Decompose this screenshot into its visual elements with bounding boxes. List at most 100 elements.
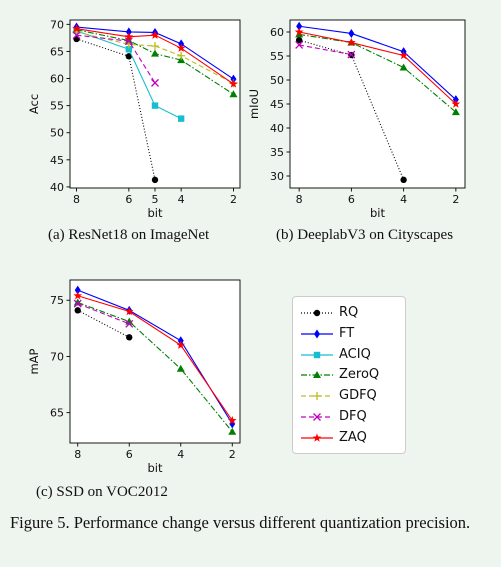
y-tick-label: 75 [50,294,64,307]
marker-zeroq [73,298,82,306]
y-tick-label: 55 [50,100,64,113]
x-tick-label: 4 [177,448,184,461]
marker-zeroq [125,317,134,325]
marker-gdfq [177,51,186,60]
marker-zaq [176,43,186,52]
legend-label: DFQ [339,409,367,424]
x-tick-label: 6 [125,193,132,206]
marker-dfq [124,37,133,46]
series-line-dfq [77,303,130,325]
marker-zaq [399,50,408,60]
marker-zeroq [124,36,133,44]
marker-zaq [312,433,322,442]
marker-aciq [177,115,185,122]
legend-item-rq: RQ [293,303,405,323]
y-tick-label: 55 [270,50,284,63]
marker-zeroq [229,90,238,98]
legend-swatch [301,329,333,339]
x-axis-label: bit [370,206,385,220]
marker-rq [313,309,321,317]
marker-dfq [313,413,321,421]
marker-dfq [73,299,82,308]
marker-zaq [294,27,304,36]
caption-deeplabv3: (b) DeeplabV3 on Cityscapes [276,227,454,243]
series-line-ft [299,25,457,101]
marker-zeroq [228,427,237,435]
series-rq [74,307,133,341]
x-tick-label: 8 [73,193,80,206]
marker-rq [125,53,133,60]
series-line-dfq [299,44,352,56]
marker-ft [296,21,303,31]
legend-swatch [301,413,333,421]
marker-rq [400,176,407,184]
marker-dfq [72,31,81,40]
marker-ft [125,27,132,37]
marker-aciq [151,102,159,109]
marker-zaq [229,79,238,88]
marker-zeroq [313,371,321,379]
y-axis-label: mAP [27,348,41,374]
x-tick-label: 6 [126,448,133,461]
legend-swatch [301,309,333,317]
y-tick-label: 50 [270,74,284,87]
x-tick-label: 2 [230,193,237,206]
caption-resnet18: (a) ResNet18 on ImageNet [48,227,210,243]
marker-dfq [151,78,159,87]
x-tick-label: 8 [74,448,81,461]
legend-item-zaq: ZAQ [293,428,405,448]
x-axis-label: bit [147,461,162,475]
series-line-zaq [299,31,457,105]
y-tick-label: 70 [50,18,64,31]
series-ft [296,21,459,105]
marker-rq [151,176,159,184]
y-tick-label: 30 [270,170,284,183]
series-dfq [295,41,356,59]
chart-deeplabv3: 8 6 4 2 30 35 40 45 50 55 60 bit mIoU [247,19,466,220]
series-zaq [294,27,461,108]
marker-dfq [295,41,304,49]
series-line-aciq [76,30,182,120]
marker-gdfq [313,392,321,401]
marker-ft [314,329,320,339]
plot-area [289,19,466,189]
marker-zeroq [176,364,185,372]
marker-zaq [73,291,83,300]
marker-zeroq [451,108,460,116]
series-zaq [73,291,237,425]
y-tick-label: 35 [270,146,284,159]
y-tick-label: 60 [270,26,284,39]
marker-zaq [124,306,134,316]
y-axis-label: mIoU [247,89,261,119]
series-line-gdfq [76,31,234,84]
legend-label: RQ [339,305,359,320]
series-zeroq [73,298,237,435]
marker-rq [74,307,81,314]
series-line-rq [77,309,130,338]
marker-ft [74,285,81,295]
legend-swatch [301,392,333,401]
plot-area [69,279,241,444]
y-tick-label: 60 [50,73,64,86]
series-line-rq [76,38,156,180]
y-tick-label: 45 [50,154,64,167]
y-tick-label: 70 [50,350,64,363]
x-tick-label: 2 [229,448,236,461]
caption-ssd: (c) SSD on VOC2012 [36,484,168,500]
legend-item-gdfq: GDFQ [293,386,405,406]
x-tick-label: 8 [296,193,303,206]
chart-ssd: 8 6 4 2 65 70 75 bit mAP [27,279,241,475]
y-axis-label: Acc [27,94,41,114]
marker-aciq [313,351,321,358]
y-tick-label: 65 [50,45,64,58]
x-tick-label: 5 [152,193,159,206]
series-dfq [73,299,134,328]
legend-label: GDFQ [339,388,377,404]
x-tick-label: 2 [452,193,459,206]
marker-zaq [72,24,81,33]
legend-item-aciq: ACIQ [293,345,405,365]
marker-zaq [451,99,461,108]
marker-zeroq [151,49,159,57]
legend-item-zeroq: ZeroQ [293,365,405,385]
legend-item-ft: FT [293,324,405,344]
